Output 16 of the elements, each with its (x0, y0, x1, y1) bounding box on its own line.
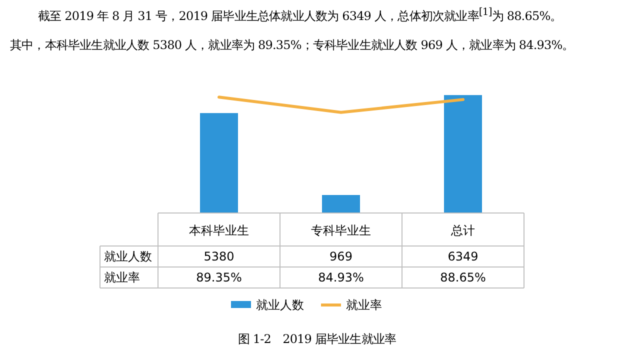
data-label: 88.65% (440, 270, 486, 284)
data-label: 5380 (204, 250, 234, 264)
text: 其中，本科毕业生就业人数 5380 人，就业率为 89.35%；专科毕业生就业人数 969 人，就业率为 84.93%。 (10, 37, 574, 54)
x-tick-label: 本科毕业生 (189, 224, 249, 238)
data-label: 6349 (448, 250, 478, 264)
text: 就业人数 (104, 250, 152, 264)
data-label: 969 (330, 250, 352, 264)
x-tick-label: 总计 (450, 224, 475, 238)
data-label: 89.35% (196, 270, 242, 284)
caption: 图 1-2 2019 届毕业生就业率 (236, 331, 398, 348)
text: 就业率 (104, 270, 140, 284)
legend-label: 就业率 (346, 298, 382, 312)
x-tick-label: 专科毕业生 (311, 224, 371, 238)
legend-label: 就业人数 (256, 298, 304, 312)
text: 截至 2019 年 8 月 31 号，2019 届毕业生总体就业人数为 6349 人，总体初次就业率$^{[1]}$为 88.65%。 (38, 7, 562, 25)
data-label: 84.93% (318, 270, 364, 284)
